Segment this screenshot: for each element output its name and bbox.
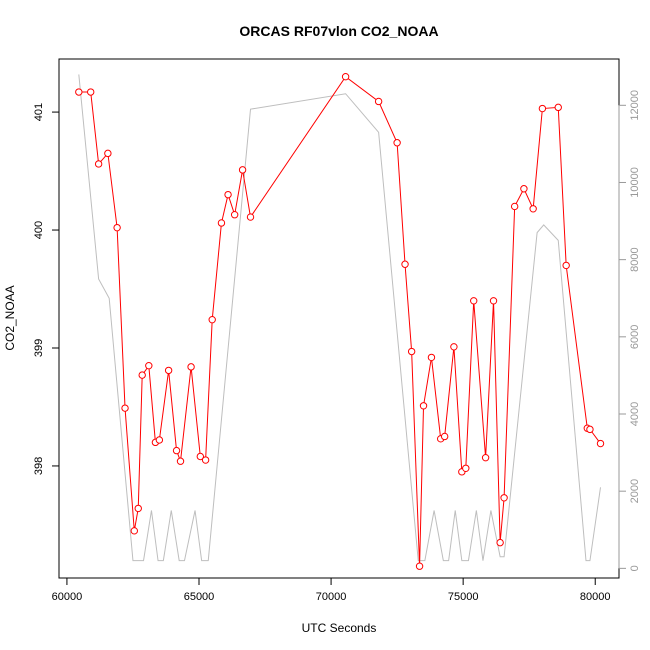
y2-tick-label: 6000 (629, 325, 641, 349)
data-point (86, 88, 95, 96)
y2-tick-label: 8000 (629, 247, 641, 271)
y2-tick-label: 4000 (629, 402, 641, 426)
data-point (440, 432, 449, 441)
data-point (554, 103, 562, 112)
data-point (538, 104, 547, 113)
data-point (224, 190, 232, 199)
data-point (520, 185, 528, 193)
data-point (415, 562, 424, 570)
x-axis-label: UTC Seconds (302, 621, 377, 635)
data-point (164, 366, 173, 375)
data-point (510, 202, 519, 211)
data-point (121, 404, 129, 412)
data-point (407, 347, 416, 356)
data-point (562, 261, 570, 270)
x-tick-label: 75000 (448, 591, 479, 603)
y-tick-label: 401 (33, 103, 45, 121)
chart-title: ORCAS RF07vlon CO2_NOAA (239, 23, 438, 39)
data-point (134, 504, 142, 513)
data-point (341, 72, 350, 81)
y-tick-label: 400 (33, 221, 45, 239)
secondary-series-line (78, 74, 602, 562)
data-point (94, 160, 103, 168)
data-point (419, 402, 428, 410)
data-point (176, 457, 185, 465)
data-point (172, 446, 181, 455)
data-point (187, 363, 195, 371)
data-point (75, 88, 83, 96)
plot-frame (58, 58, 620, 579)
data-point (155, 436, 164, 444)
data-point (596, 439, 605, 448)
data-point (450, 343, 458, 351)
data-point (500, 494, 508, 502)
data-point (374, 97, 383, 106)
x-tick-label: 80000 (580, 591, 611, 603)
primary-series-layer (75, 72, 605, 570)
data-point (201, 456, 210, 464)
data-point (586, 425, 594, 434)
data-point (529, 205, 537, 213)
data-point (427, 353, 436, 362)
data-point (393, 139, 401, 147)
axes: 60000 65000 70000 75000 80000 398 399 400 401 0 20… (33, 90, 641, 603)
data-point (246, 213, 255, 221)
data-point (208, 315, 216, 324)
data-point (481, 453, 490, 462)
data-point (401, 260, 409, 268)
data-point (489, 297, 498, 305)
data-point (217, 219, 226, 227)
y-tick-label: 399 (33, 339, 45, 357)
y2-tick-label: 0 (629, 565, 641, 571)
primary-series-line (78, 75, 601, 567)
data-point (462, 464, 470, 473)
data-point (104, 149, 112, 158)
data-point (145, 361, 153, 370)
data-point (113, 223, 121, 232)
data-point (470, 297, 478, 305)
x-tick-label: 60000 (52, 591, 83, 603)
x-tick-label: 65000 (184, 591, 215, 603)
y2-tick-label: 10000 (629, 167, 641, 198)
data-point (138, 371, 146, 379)
data-point (130, 527, 138, 535)
y2-tick-label: 12000 (629, 90, 641, 121)
data-point (238, 166, 247, 174)
x-tick-label: 70000 (316, 591, 347, 603)
y2-tick-label: 2000 (629, 479, 641, 503)
data-point (496, 538, 504, 547)
secondary-series-layer (78, 74, 602, 562)
y-tick-label: 398 (33, 457, 45, 475)
y-axis-label: CO2_NOAA (3, 285, 17, 350)
data-point (196, 452, 205, 461)
data-point (230, 211, 239, 219)
